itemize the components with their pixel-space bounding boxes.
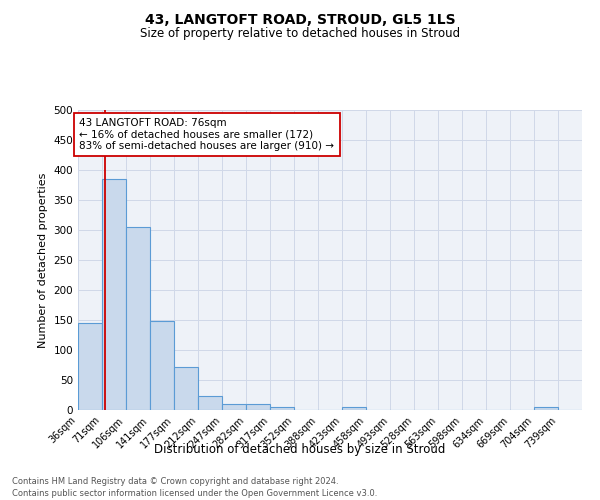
Bar — [222, 404, 246, 410]
Bar — [270, 407, 294, 410]
Bar — [174, 367, 198, 410]
Text: 43 LANGTOFT ROAD: 76sqm
← 16% of detached houses are smaller (172)
83% of semi-d: 43 LANGTOFT ROAD: 76sqm ← 16% of detache… — [79, 118, 334, 151]
Bar — [126, 227, 150, 410]
Text: Size of property relative to detached houses in Stroud: Size of property relative to detached ho… — [140, 28, 460, 40]
Bar — [102, 179, 126, 410]
Text: Distribution of detached houses by size in Stroud: Distribution of detached houses by size … — [154, 442, 446, 456]
Bar — [246, 404, 270, 410]
Bar — [342, 407, 366, 410]
Text: Contains HM Land Registry data © Crown copyright and database right 2024.: Contains HM Land Registry data © Crown c… — [12, 478, 338, 486]
Bar — [198, 396, 222, 410]
Y-axis label: Number of detached properties: Number of detached properties — [38, 172, 48, 348]
Text: 43, LANGTOFT ROAD, STROUD, GL5 1LS: 43, LANGTOFT ROAD, STROUD, GL5 1LS — [145, 12, 455, 26]
Bar — [150, 320, 174, 410]
Text: Contains public sector information licensed under the Open Government Licence v3: Contains public sector information licen… — [12, 489, 377, 498]
Bar — [78, 323, 102, 410]
Bar — [534, 407, 558, 410]
